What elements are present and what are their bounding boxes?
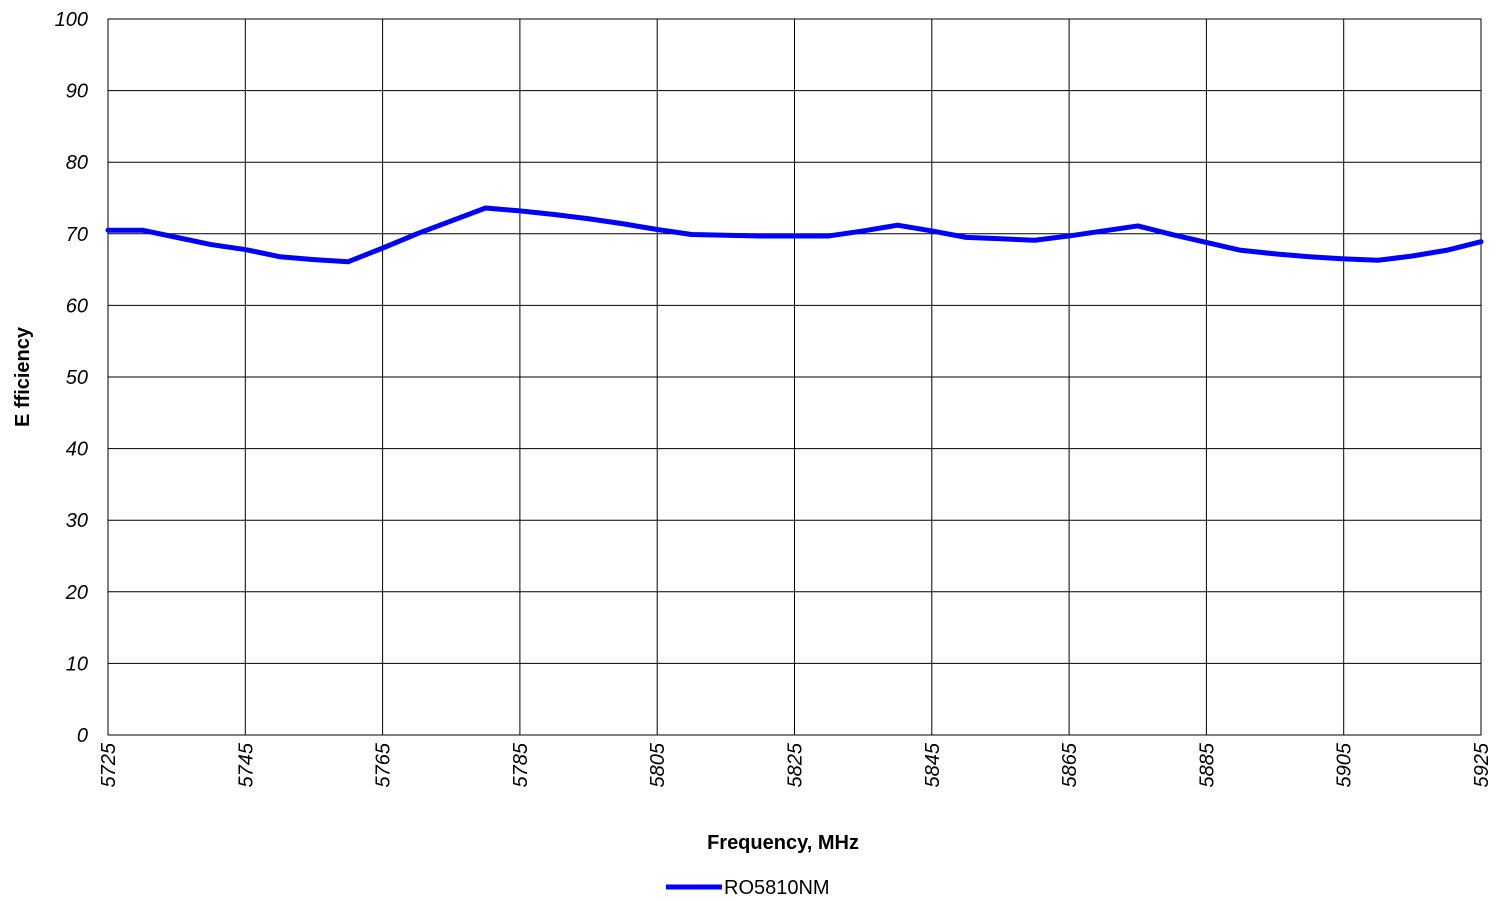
x-tick-label: 5745 <box>235 742 257 787</box>
y-tick-label: 50 <box>66 367 88 389</box>
y-axis-title: E fficiency <box>12 326 34 427</box>
y-tick-label: 100 <box>55 9 88 31</box>
x-tick-label: 5845 <box>922 742 944 787</box>
x-tick-label: 5865 <box>1059 742 1081 787</box>
y-tick-label: 40 <box>66 439 88 461</box>
x-tick-label: 5725 <box>98 742 120 787</box>
plot-border <box>107 18 1482 736</box>
y-tick-label: 20 <box>65 582 88 604</box>
x-tick-label: 5785 <box>510 742 532 787</box>
y-tick-label: 90 <box>66 81 88 103</box>
legend: RO5810NM <box>666 877 830 899</box>
x-tick-label: 5905 <box>1334 742 1356 787</box>
x-tick-label: 5765 <box>373 742 395 787</box>
series-lines <box>105 205 1484 265</box>
y-tick-labels: 0 10 20 30 40 50 60 70 80 90 100 <box>55 9 88 747</box>
x-tick-label: 5925 <box>1471 742 1493 787</box>
y-tick-label: 60 <box>66 295 88 317</box>
y-tick-label: 10 <box>66 653 88 675</box>
x-tick-label: 5825 <box>785 742 807 787</box>
x-tick-label: 5805 <box>647 742 669 787</box>
legend-label-ro5810nm: RO5810NM <box>724 877 830 899</box>
y-tick-label: 0 <box>77 725 88 747</box>
x-tick-label: 5885 <box>1196 742 1218 787</box>
y-tick-label: 70 <box>66 224 88 246</box>
y-tick-label: 80 <box>66 152 88 174</box>
x-axis-title: Frequency, MHz <box>707 832 859 854</box>
y-tick-label: 30 <box>66 510 88 532</box>
x-tick-labels: 5725 5745 5765 5785 5805 5825 5845 5865 5885 5905… <box>98 742 1493 787</box>
series-line-ro5810nm <box>105 205 1484 265</box>
